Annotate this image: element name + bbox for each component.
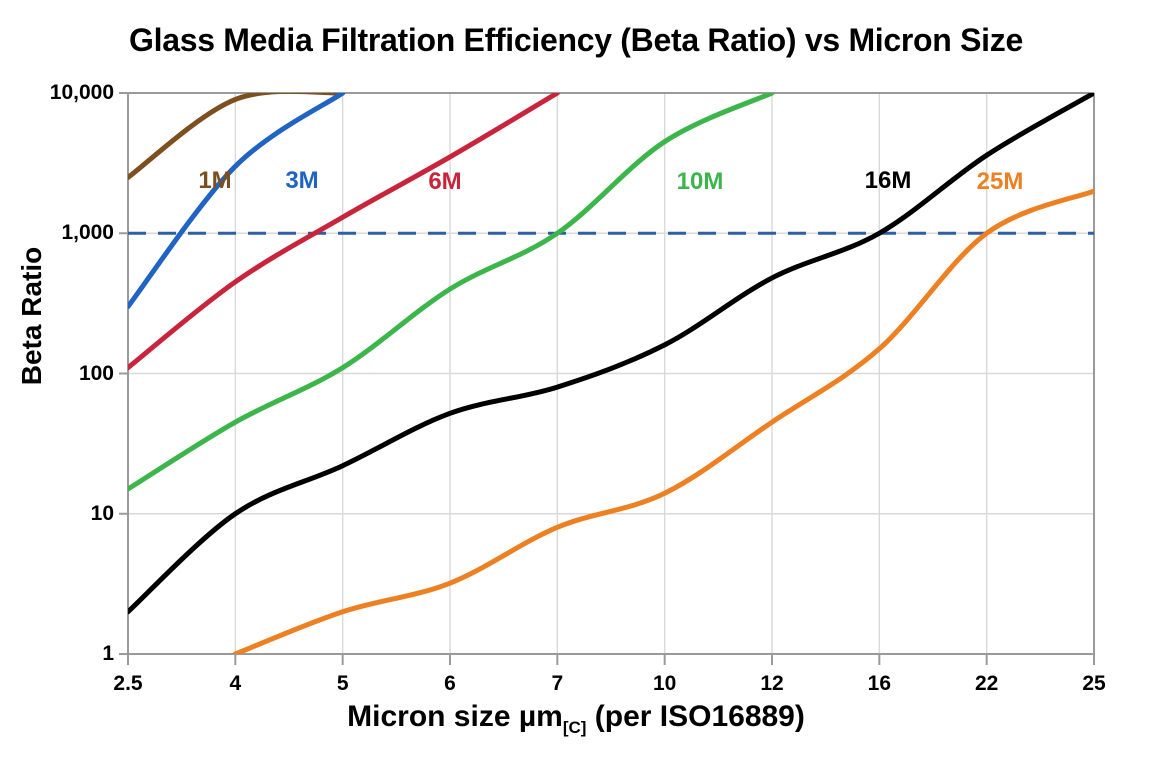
x-axis-title-subscript: [C] [562,718,587,737]
x-tick-label: 10 [652,672,677,695]
x-tick-label: 4 [229,672,242,695]
x-tick-label: 6 [444,672,456,695]
x-tick-label: 5 [336,672,349,695]
series-line-25M [232,188,1094,654]
y-tick-label: 1 [102,642,114,665]
x-tick-label: 12 [760,672,784,695]
y-tick-label: 10,000 [49,81,114,104]
series-line-1M [128,93,346,180]
x-axis-title-main: Micron size µm [347,700,563,733]
x-tick-label: 2.5 [113,672,143,695]
y-tick-label: 100 [78,361,114,385]
series-line-10M [128,93,775,492]
y-tick-label: 10 [90,501,114,525]
series-label-3M: 3M [285,167,319,194]
tick-marks [119,92,1095,665]
x-axis-title-tail: (per ISO16889) [586,700,805,733]
y-axis-title: Beta Ratio [16,246,47,386]
y-tick-label: 1,000 [61,221,114,245]
x-tick-label: 16 [867,672,892,695]
x-axis-title: Micron size µm[C] (per ISO16889) [0,700,1152,738]
series-label-16M: 16M [864,167,912,194]
series-label-10M: 10M [676,168,724,195]
grid-lines [127,92,1095,655]
x-tick-label: 25 [1082,672,1106,695]
series-line-3M [128,93,346,310]
series-label-6M: 6M [428,168,462,195]
series-line-16M [128,93,1094,615]
series-label-1M: 1M [198,167,232,194]
x-tick-label: 7 [551,672,564,695]
series-label-25M: 25M [976,168,1024,195]
series-line-6M [128,93,560,371]
page-title: Glass Media Filtration Efficiency (Beta … [129,22,1023,58]
x-tick-label: 22 [974,672,999,695]
series-lines [128,93,1094,654]
